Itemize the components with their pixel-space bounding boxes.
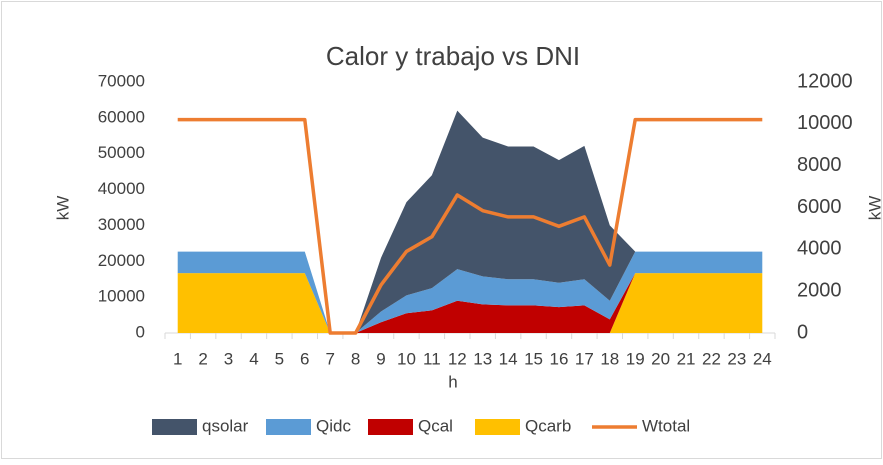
x-tick-label: 11 [423, 349, 441, 368]
x-tick-label: 2 [198, 349, 207, 368]
x-tick-label: 23 [727, 349, 746, 368]
x-tick-label: 14 [499, 349, 518, 368]
x-tick-label: 12 [448, 349, 467, 368]
y2-tick-label: 6000 [797, 196, 842, 218]
y2-tick-label: 2000 [797, 279, 842, 301]
y-tick-label: 50000 [98, 143, 145, 162]
chart-title: Calor y trabajo vs DNI [326, 41, 580, 71]
x-tick-label: 4 [249, 349, 258, 368]
legend-label: Qcal [418, 416, 453, 435]
x-tick-label: 7 [325, 349, 334, 368]
x-axis-label: h [448, 372, 457, 391]
y-tick-label: 40000 [98, 179, 145, 198]
legend-swatch [475, 419, 520, 435]
line [177, 117, 763, 335]
y-tick-label: 30000 [98, 215, 145, 234]
legend-swatch [152, 419, 197, 435]
x-tick-label: 6 [300, 349, 309, 368]
legend-label: qsolar [202, 416, 249, 435]
x-tick-label: 21 [677, 349, 696, 368]
legend-label: Wtotal [642, 416, 690, 435]
y-tick-label: 0 [136, 322, 145, 341]
legend-label: Qidc [316, 416, 351, 435]
y2-tick-label: 8000 [797, 154, 842, 176]
y2-tick-label: 10000 [797, 112, 853, 134]
x-tick-label: 15 [524, 349, 543, 368]
x-tick-label: 18 [600, 349, 619, 368]
x-tick-label: 19 [626, 349, 645, 368]
area [177, 251, 763, 333]
x-tick-label: 16 [549, 349, 568, 368]
x-tick-label: 20 [651, 349, 670, 368]
area [177, 273, 763, 333]
x-tick-label: 10 [397, 349, 416, 368]
x-tick-label: 3 [224, 349, 233, 368]
y2-axis-label: kW [865, 196, 883, 221]
y-tick-label: 60000 [98, 107, 145, 126]
y2-tick-label: 12000 [797, 70, 853, 92]
x-tick-label: 9 [376, 349, 385, 368]
y-tick-label: 20000 [98, 251, 145, 270]
y-tick-label: 70000 [98, 71, 145, 90]
y-axis-label: kW [53, 196, 72, 221]
x-tick-label: 8 [351, 349, 360, 368]
x-tick-label: 5 [275, 349, 284, 368]
x-tick-label: 24 [753, 349, 772, 368]
legend-swatch [368, 419, 413, 435]
x-tick-label: 17 [575, 349, 594, 368]
x-tick-label: 22 [702, 349, 721, 368]
legend-label: Qcarb [525, 416, 571, 435]
y2-tick-label: 0 [797, 321, 808, 343]
area [177, 110, 763, 333]
area [177, 273, 763, 333]
y-tick-label: 10000 [98, 287, 145, 306]
x-tick-label: 13 [473, 349, 492, 368]
y2-tick-label: 4000 [797, 238, 842, 260]
legend-swatch [266, 419, 311, 435]
x-tick-label: 1 [173, 349, 182, 368]
